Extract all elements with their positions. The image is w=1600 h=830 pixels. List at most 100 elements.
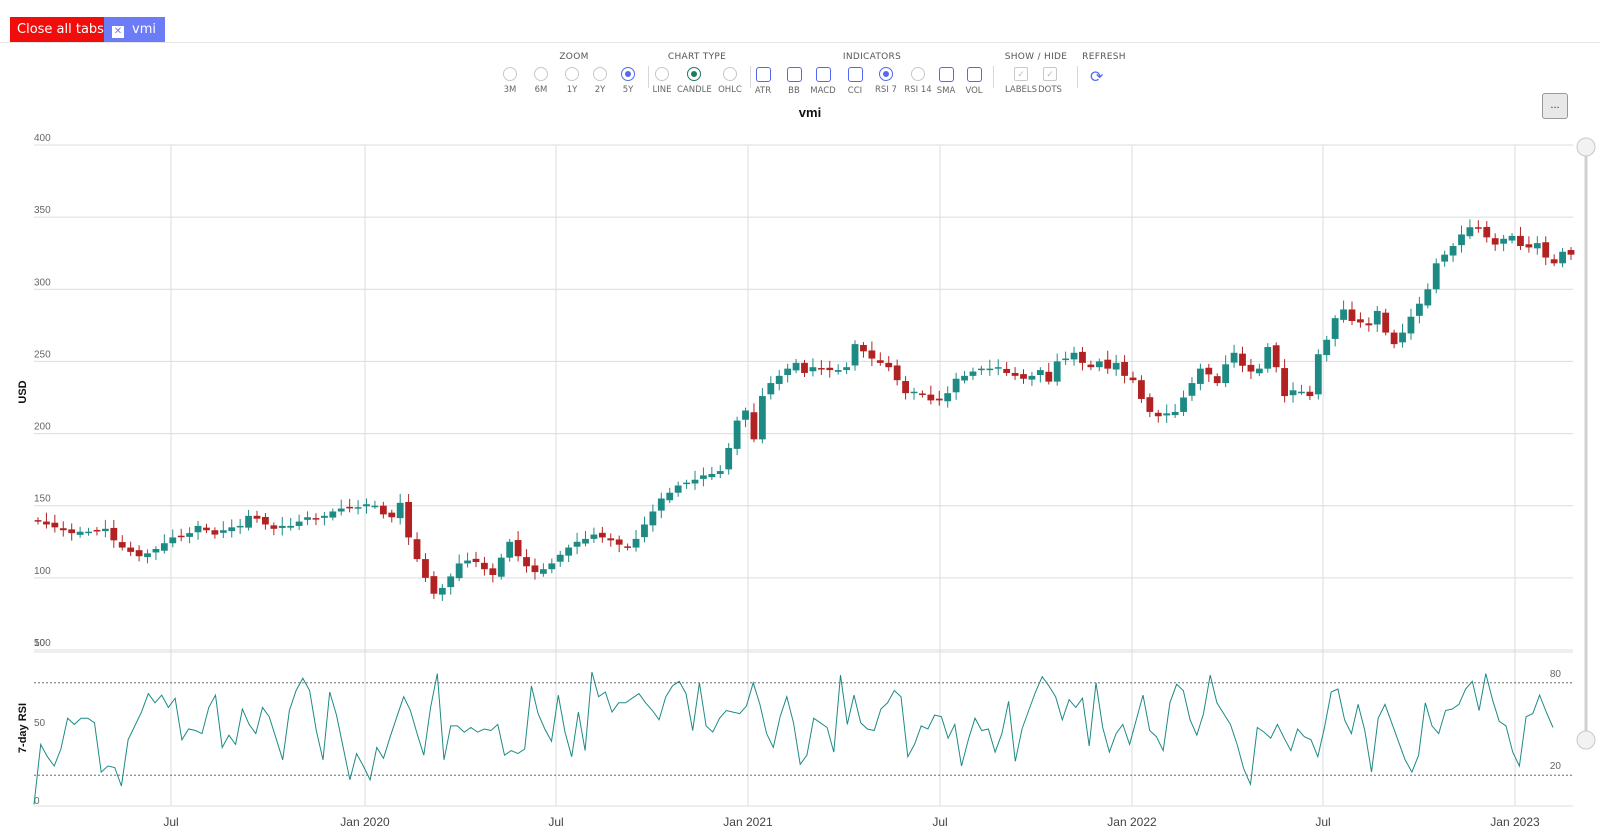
show-dots-checkbox[interactable]: ✓ DOTS [1033, 67, 1067, 95]
show-dots-checkbox-control[interactable]: ✓ [1043, 67, 1057, 81]
candle-body [228, 527, 236, 532]
toolbar-separator [750, 66, 751, 88]
candle-body [169, 537, 177, 544]
chart-type-candle-radio-control[interactable] [687, 67, 701, 81]
indicator-macd-checkbox[interactable]: MACD [806, 67, 840, 96]
chart-type-ohlc-radio[interactable]: OHLC [713, 67, 747, 95]
candle-body [1112, 362, 1120, 370]
refresh-icon[interactable]: ⟳ [1090, 69, 1104, 86]
indicator-vol-checkbox[interactable]: VOL [957, 67, 991, 96]
chart-type-ohlc-radio-label: OHLC [718, 85, 742, 95]
close-tab-icon[interactable]: ✕ [112, 26, 124, 38]
zoom-1y-radio[interactable]: 1Y [555, 67, 589, 95]
candle-body [127, 547, 135, 552]
candle-body [539, 569, 547, 574]
chart-menu-button[interactable]: ... [1542, 93, 1568, 119]
candle-body [1070, 352, 1078, 360]
candle-body [253, 515, 261, 519]
candle-body [691, 479, 699, 484]
candle-body [177, 535, 185, 538]
candle-body [977, 368, 985, 371]
rsi-line [33, 671, 1554, 805]
show-labels-checkbox[interactable]: ✓ LABELS [1004, 67, 1038, 95]
candle-body [666, 492, 674, 501]
candle-body [464, 560, 471, 564]
zoom-1y-radio-control[interactable] [565, 67, 579, 81]
indicator-rsi-14-radio-control[interactable] [911, 67, 925, 81]
candle-body [1424, 289, 1432, 306]
candle-body [489, 568, 497, 575]
candle-body [262, 516, 269, 525]
candle-body [548, 563, 556, 570]
candle-body [438, 587, 446, 595]
zoom-3m-radio[interactable]: 3M [493, 67, 527, 95]
candle-body [1441, 254, 1449, 262]
candle-body [1500, 238, 1508, 244]
indicator-atr-checkbox[interactable]: ATR [746, 67, 780, 96]
indicator-atr-checkbox-control[interactable] [755, 67, 771, 82]
zoom-6m-radio-label: 6M [534, 85, 548, 95]
price-axis-label: USD [17, 380, 29, 403]
zoom-5y-radio-control[interactable] [621, 67, 635, 81]
chart-title: vmi [799, 105, 821, 120]
chart-type-line-radio[interactable]: LINE [645, 67, 679, 95]
candle-body [379, 505, 387, 515]
navigator-handle-top[interactable] [1576, 137, 1596, 157]
candle-body [649, 511, 657, 526]
zoom-3m-radio-control[interactable] [503, 67, 517, 81]
zoom-2y-radio-control[interactable] [593, 67, 607, 81]
indicator-rsi-7-radio-control[interactable] [879, 67, 893, 81]
indicator-vol-checkbox-label: VOL [965, 86, 983, 96]
chart-type-line-radio-control[interactable] [655, 67, 669, 81]
candle-body [329, 511, 337, 518]
candle-body [1053, 361, 1061, 382]
zoom-5y-radio[interactable]: 5Y [611, 67, 645, 95]
indicator-rsi-14-radio[interactable]: RSI 14 [901, 67, 935, 95]
indicator-cci-checkbox[interactable]: CCI [838, 67, 872, 96]
candle-body [1146, 397, 1154, 412]
x-tick-label: Jul [548, 815, 563, 829]
indicator-rsi-7-radio[interactable]: RSI 7 [869, 67, 903, 95]
close-all-tabs-button[interactable]: Close all tabs [10, 17, 111, 42]
candle-body [1306, 391, 1314, 397]
candle-body [615, 539, 623, 545]
candle-body [34, 520, 42, 522]
indicator-sma-checkbox-control[interactable] [938, 67, 954, 82]
candle-body [1466, 227, 1474, 237]
candle-body [287, 525, 295, 528]
candle-body [1205, 367, 1213, 375]
indicator-bb-checkbox[interactable]: BB [777, 67, 811, 96]
chart-type-candle-radio[interactable]: CANDLE [677, 67, 712, 95]
indicator-cci-checkbox-control[interactable] [847, 67, 863, 82]
indicator-macd-checkbox-label: MACD [810, 86, 836, 96]
candle-body [657, 498, 665, 511]
show-labels-checkbox-control[interactable]: ✓ [1014, 67, 1028, 81]
candle-body [725, 448, 733, 470]
tab-vmi[interactable]: ✕ vmi [104, 17, 165, 42]
zoom-2y-radio[interactable]: 2Y [583, 67, 617, 95]
candle-body [160, 543, 168, 551]
candle-body [1011, 372, 1019, 376]
indicator-vol-checkbox-control[interactable] [966, 67, 982, 82]
candle-body [1399, 332, 1406, 343]
candle-body [354, 507, 362, 509]
candle-body [110, 527, 118, 541]
zoom-6m-radio-control[interactable] [534, 67, 548, 81]
candle-body [1407, 316, 1415, 334]
candle-body [388, 512, 396, 518]
candle-body [245, 515, 252, 528]
candle-body [607, 538, 615, 541]
candle-body [834, 370, 842, 372]
candle-body [371, 505, 379, 508]
indicator-sma-checkbox[interactable]: SMA [929, 67, 963, 96]
candle-body [396, 502, 404, 519]
chart-type-ohlc-radio-control[interactable] [723, 67, 737, 81]
candle-body [944, 393, 952, 402]
candle-body [1559, 251, 1566, 264]
candle-body [135, 550, 143, 557]
indicator-macd-checkbox-control[interactable] [815, 67, 831, 82]
indicator-bb-checkbox-control[interactable] [786, 67, 802, 82]
zoom-6m-radio[interactable]: 6M [524, 67, 558, 95]
navigator-handle-bottom[interactable] [1576, 730, 1596, 750]
candle-body [1432, 263, 1440, 290]
